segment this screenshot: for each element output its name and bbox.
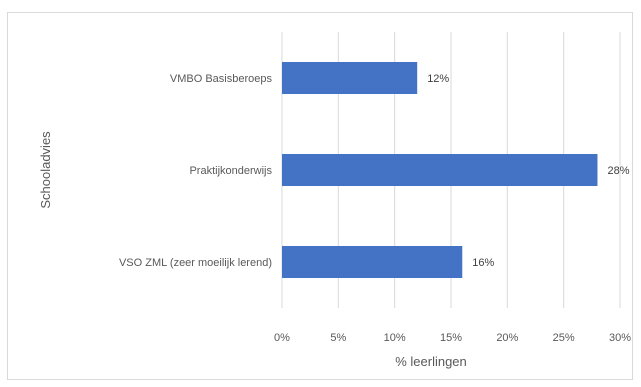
x-tick-label: 25% xyxy=(553,332,575,344)
x-tick-label: 0% xyxy=(274,332,290,344)
x-axis-title: % leerlingen xyxy=(395,354,467,369)
x-tick-label: 20% xyxy=(496,332,518,344)
bars xyxy=(282,62,598,278)
x-tick-label: 5% xyxy=(330,332,346,344)
x-tick-label: 10% xyxy=(384,332,406,344)
x-tick-label: 30% xyxy=(609,332,631,344)
data-label: 16% xyxy=(472,257,494,269)
data-labels: 12% 28% 16% xyxy=(427,73,630,269)
data-label: 12% xyxy=(427,73,449,85)
x-tick-labels: 0% 5% 10% 15% 20% 25% 30% xyxy=(274,332,631,344)
bar xyxy=(282,246,463,278)
category-label: Praktijkonderwijs xyxy=(189,165,272,177)
data-label: 28% xyxy=(607,165,629,177)
category-labels: VMBO Basisberoeps Praktijkonderwijs VSO ZM… xyxy=(119,73,273,269)
y-axis-title: Schooladvies xyxy=(38,131,53,209)
bar xyxy=(282,62,418,94)
category-label: VMBO Basisberoeps xyxy=(170,73,273,85)
x-tick-label: 15% xyxy=(440,332,462,344)
category-label: VSO ZML (zeer moeilijk lerend) xyxy=(119,257,272,269)
bar xyxy=(282,154,598,186)
